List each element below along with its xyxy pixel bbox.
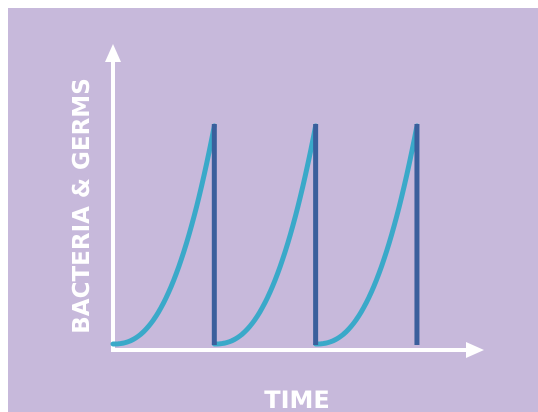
growth-curve-3 — [313, 123, 420, 347]
x-axis-arrow-icon — [466, 342, 484, 358]
x-axis-label: TIME — [264, 386, 330, 412]
y-axis-arrow-icon — [105, 44, 121, 62]
growth-curve-2 — [211, 123, 319, 347]
chart-background — [8, 8, 538, 412]
chart-marks — [110, 123, 420, 347]
y-axis-label: BACTERIA & GERMS — [69, 78, 95, 334]
growth-curve-1 — [110, 123, 217, 347]
